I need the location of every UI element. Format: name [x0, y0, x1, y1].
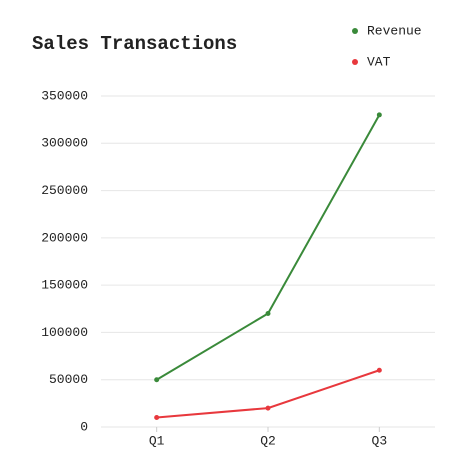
data-point — [154, 415, 160, 421]
data-point — [265, 311, 271, 317]
y-tick-label: 0 — [80, 419, 88, 434]
y-tick-label: 50000 — [49, 372, 88, 387]
y-tick-label: 300000 — [41, 136, 88, 151]
legend-label: Revenue — [367, 23, 422, 38]
x-tick-label: Q2 — [260, 433, 276, 448]
legend-marker — [352, 28, 358, 34]
data-point — [376, 367, 382, 373]
series-line — [156, 114, 381, 381]
y-tick-label: 350000 — [41, 88, 88, 103]
y-tick-label: 150000 — [41, 278, 88, 293]
y-tick-label: 200000 — [41, 230, 88, 245]
data-point — [376, 112, 382, 118]
y-tick-label: 100000 — [41, 325, 88, 340]
y-tick-label: 250000 — [41, 183, 88, 198]
data-point — [265, 405, 271, 411]
legend-marker — [352, 59, 358, 65]
x-tick-label: Q3 — [372, 433, 388, 448]
data-point — [154, 377, 160, 383]
chart-title: Sales Transactions — [32, 33, 237, 55]
legend-label: VAT — [367, 54, 391, 69]
x-tick-label: Q1 — [149, 433, 165, 448]
